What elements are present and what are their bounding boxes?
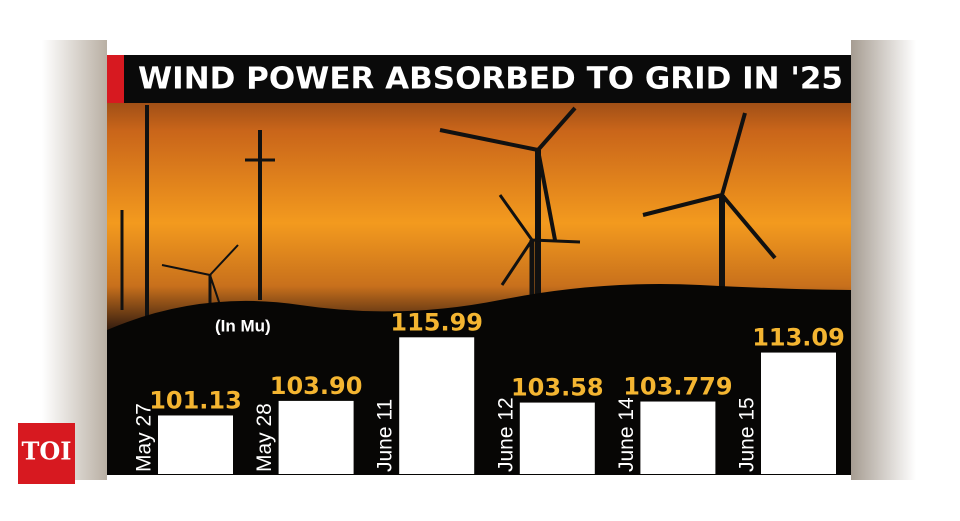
silhouettes [120, 105, 777, 320]
blur-edge [42, 40, 107, 480]
x-tick-label: June 11 [374, 399, 397, 472]
value-label: 103.58 [511, 374, 604, 402]
x-tick-label: June 14 [615, 397, 638, 472]
bar [640, 401, 716, 474]
title-accent [107, 55, 124, 103]
bar [158, 415, 233, 474]
bar [761, 352, 836, 474]
value-label: 101.13 [149, 386, 242, 414]
unit-note: (In Mu) [215, 316, 271, 335]
bar [399, 337, 475, 474]
x-tick-label: May 27 [133, 403, 156, 472]
value-label: 115.99 [390, 308, 483, 336]
value-label: 113.09 [752, 324, 845, 352]
chart-title: WIND POWER ABSORBED TO GRID IN '25 [138, 62, 843, 97]
bar [278, 400, 354, 474]
x-tick-label: May 28 [253, 403, 276, 472]
title-bar [107, 55, 851, 103]
value-label: 103.779 [623, 373, 732, 401]
logo: TOI [22, 437, 72, 466]
value-label: 103.90 [270, 372, 363, 400]
bar [519, 402, 595, 474]
logo-box [18, 423, 75, 484]
x-tick-label: June 15 [736, 397, 759, 472]
x-tick-label: June 12 [494, 397, 517, 472]
blur-edge [851, 40, 916, 480]
